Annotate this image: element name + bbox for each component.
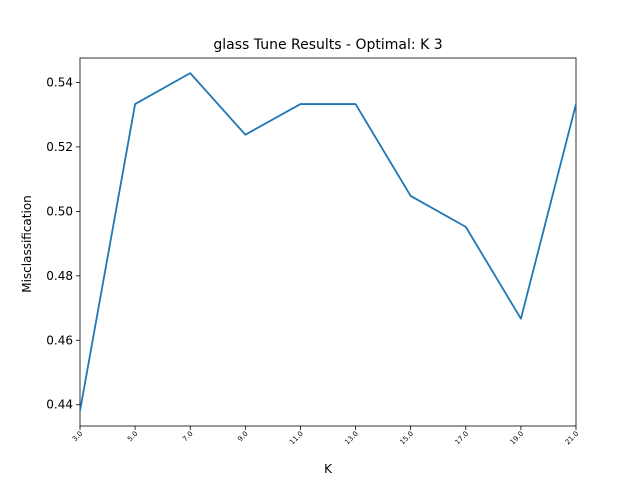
x-tick-label: 11.0	[288, 430, 305, 447]
y-tick-label: 0.52	[46, 140, 73, 154]
y-tick-label: 0.50	[46, 204, 73, 218]
y-axis-label: Misclassification	[20, 195, 34, 293]
x-tick-label: 19.0	[509, 430, 526, 447]
plot-area	[79, 57, 577, 427]
y-tick-label: 0.54	[46, 75, 73, 89]
x-axis-label: K	[324, 462, 333, 476]
chart-title: glass Tune Results - Optimal: K 3	[213, 37, 442, 53]
y-tick-label: 0.48	[46, 269, 73, 283]
x-tick-label: 15.0	[398, 430, 415, 447]
x-tick-label: 5.0	[126, 430, 140, 444]
series-layer	[79, 72, 577, 412]
y-tick-label: 0.46	[46, 333, 73, 347]
x-tick-label: 13.0	[343, 430, 360, 447]
x-tick-label: 7.0	[181, 430, 195, 444]
y-axis: 0.44 0.46 0.48 0.50 0.52 0.54	[46, 75, 80, 412]
plot-frame	[79, 57, 577, 427]
x-axis: 3.0 5.0 7.0 9.0 11.0 13.0 15.0 17.0 19.0 21.0	[71, 426, 581, 447]
y-tick-label: 0.44	[46, 398, 73, 412]
series-line	[79, 72, 577, 412]
x-tick-label: 3.0	[71, 430, 85, 444]
x-tick-label: 9.0	[236, 430, 250, 444]
x-tick-label: 21.0	[564, 430, 581, 447]
x-tick-label: 17.0	[454, 430, 471, 447]
